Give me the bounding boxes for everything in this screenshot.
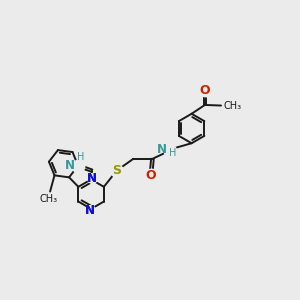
Text: N: N xyxy=(157,143,167,157)
Text: O: O xyxy=(146,169,156,182)
Text: O: O xyxy=(200,84,210,97)
Text: N: N xyxy=(87,172,97,185)
Text: CH₃: CH₃ xyxy=(40,194,58,205)
Text: N: N xyxy=(85,204,95,217)
Text: CH₃: CH₃ xyxy=(223,100,241,110)
Text: N: N xyxy=(85,204,95,217)
Text: H: H xyxy=(169,148,177,158)
Text: N: N xyxy=(65,159,75,172)
Text: S: S xyxy=(112,164,122,177)
Text: N: N xyxy=(87,172,97,185)
Text: H: H xyxy=(77,152,84,162)
